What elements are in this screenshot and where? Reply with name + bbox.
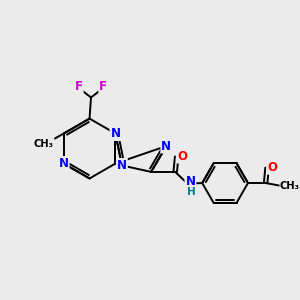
Text: N: N <box>161 140 171 153</box>
Text: O: O <box>267 161 278 174</box>
Text: F: F <box>99 80 107 92</box>
Text: F: F <box>75 80 83 92</box>
Text: N: N <box>110 127 121 140</box>
Text: N: N <box>58 157 69 170</box>
Text: CH₃: CH₃ <box>280 181 300 191</box>
Text: H: H <box>187 187 196 197</box>
Text: N: N <box>185 175 196 188</box>
Text: O: O <box>177 149 187 163</box>
Text: CH₃: CH₃ <box>34 139 54 148</box>
Text: N: N <box>117 159 127 172</box>
